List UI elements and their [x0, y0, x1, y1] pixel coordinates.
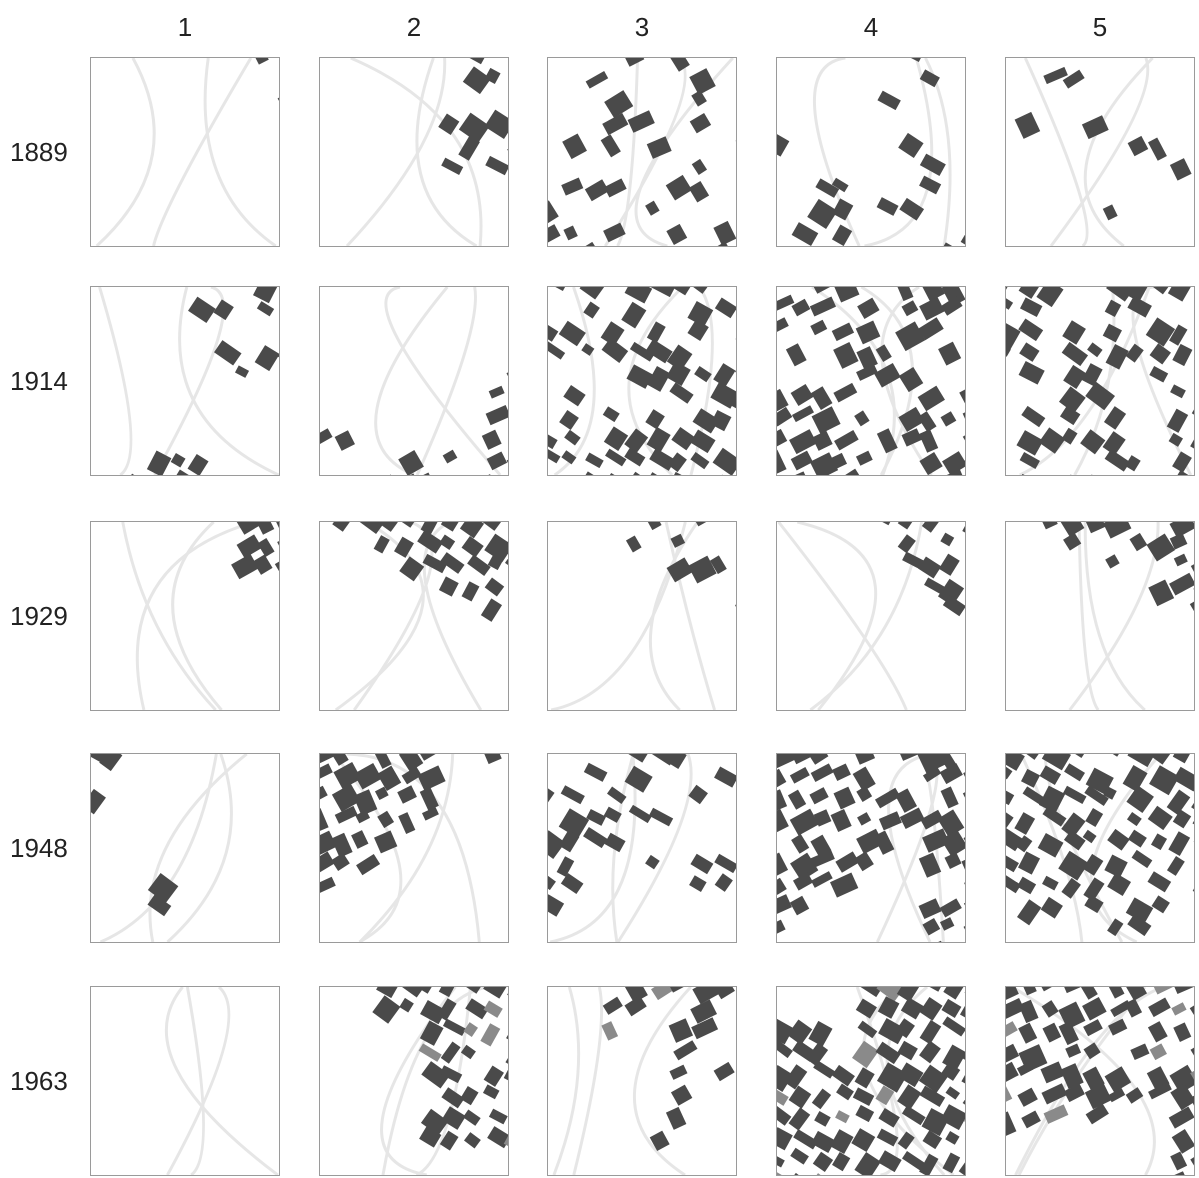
- street-traces: [374, 287, 502, 475]
- row-label-1948: 1948: [10, 833, 68, 863]
- street-traces: [345, 58, 483, 246]
- map-tile-1889-col5: [1005, 57, 1195, 247]
- row-label-1914: 1914: [10, 366, 68, 396]
- street-traces: [550, 522, 717, 710]
- building-blocks: [120, 287, 279, 475]
- building-blocks: [548, 58, 736, 246]
- map-tile-1914-col5: [1005, 286, 1195, 476]
- map-tile-1948-col5: [1005, 753, 1195, 943]
- building-blocks: [372, 987, 508, 1151]
- column-label-4: 4: [863, 12, 879, 42]
- map-tile-1948-col2: [319, 753, 509, 943]
- column-label-5: 5: [1092, 12, 1108, 42]
- map-tile-1948-col4: [776, 753, 966, 943]
- map-tile-1929-col3: [547, 521, 737, 711]
- column-label-2: 2: [406, 12, 422, 42]
- map-tile-1948-col3: [547, 753, 737, 943]
- building-blocks: [1014, 66, 1192, 221]
- building-blocks: [777, 287, 965, 475]
- building-blocks: [1006, 987, 1194, 1175]
- map-tile-1914-col2: [319, 286, 509, 476]
- map-tile-1929-col2: [319, 521, 509, 711]
- street-traces: [164, 987, 279, 1175]
- building-blocks: [231, 522, 279, 583]
- map-tile-1914-col4: [776, 286, 966, 476]
- map-tile-1929-col4: [776, 521, 966, 711]
- row-label-1963: 1963: [10, 1066, 68, 1096]
- map-tile-1889-col2: [319, 57, 509, 247]
- building-blocks: [1006, 754, 1194, 937]
- building-blocks: [548, 287, 736, 475]
- street-traces: [121, 522, 255, 710]
- map-tile-1963-col1: [90, 986, 280, 1176]
- map-tile-1948-col1: [90, 753, 280, 943]
- street-traces: [98, 287, 279, 475]
- map-tile-1889-col4: [776, 57, 966, 247]
- street-traces: [812, 58, 952, 246]
- map-tile-1963-col4: [776, 986, 966, 1176]
- map-tile-1914-col1: [90, 286, 280, 476]
- row-label-1929: 1929: [10, 601, 68, 631]
- column-label-3: 3: [634, 12, 650, 42]
- column-label-1: 1: [177, 12, 193, 42]
- street-traces: [99, 754, 248, 942]
- street-traces: [95, 58, 277, 246]
- street-traces: [777, 522, 924, 710]
- map-tile-1963-col3: [547, 986, 737, 1176]
- building-blocks: [252, 58, 279, 116]
- map-tile-1963-col5: [1005, 986, 1195, 1176]
- map-tile-1929-col1: [90, 521, 280, 711]
- building-blocks: [876, 522, 965, 617]
- building-blocks: [438, 58, 508, 176]
- building-blocks: [601, 987, 735, 1152]
- building-blocks: [777, 987, 965, 1175]
- building-blocks: [1006, 287, 1194, 475]
- building-blocks: [1039, 522, 1194, 617]
- building-blocks: [777, 58, 965, 246]
- street-traces: [332, 754, 481, 942]
- street-traces: [552, 987, 692, 1175]
- map-tile-1914-col3: [547, 286, 737, 476]
- map-tile-1889-col3: [547, 57, 737, 247]
- building-blocks: [91, 754, 179, 917]
- building-blocks: [320, 364, 508, 475]
- map-tile-1963-col2: [319, 986, 509, 1176]
- row-label-1889: 1889: [10, 137, 68, 167]
- building-blocks: [777, 754, 965, 942]
- building-blocks: [548, 754, 736, 917]
- street-traces: [1023, 58, 1154, 246]
- map-tile-1889-col1: [90, 57, 280, 247]
- building-blocks: [332, 522, 508, 622]
- building-blocks: [320, 754, 502, 894]
- building-blocks: [625, 522, 736, 618]
- street-traces: [1068, 522, 1160, 710]
- map-tile-1929-col5: [1005, 521, 1195, 711]
